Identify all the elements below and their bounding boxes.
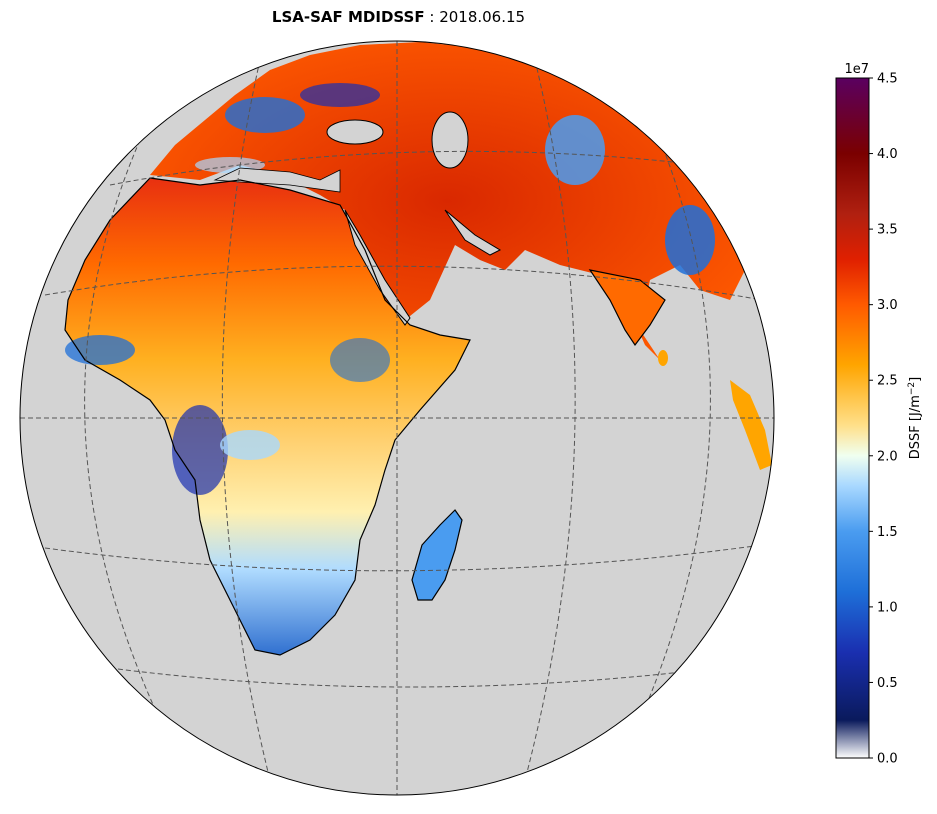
black-sea (326, 119, 384, 145)
cloud-west-africa (65, 335, 135, 365)
sri-lanka (658, 350, 668, 366)
madagascar-coastline (411, 509, 463, 601)
title-date: 2018.06.15 (439, 8, 526, 26)
red-sea (344, 209, 411, 326)
globe-outline (19, 40, 775, 796)
africa-coastline (64, 177, 471, 656)
cloud-central-asia (545, 115, 605, 185)
cloud-ethiopia (330, 338, 390, 382)
colorbar-bar (835, 77, 870, 759)
colorbar-tick-label: 2.0 (877, 449, 898, 464)
caspian-sea (431, 111, 469, 169)
colorbar-tick-label: 3.5 (877, 223, 898, 238)
colorbar-ticks: 0.0 0.5 1.0 1.5 2.0 2.5 3.0 3.5 4.0 4.5 (869, 72, 898, 767)
cloud-east-asia (665, 205, 715, 275)
colorbar: 0.0 0.5 1.0 1.5 2.0 2.5 3.0 3.5 4.0 4.5 1e7 DSSF … (835, 62, 923, 767)
india-coastline (588, 269, 666, 347)
colorbar-tick-label: 4.5 (877, 72, 898, 87)
colorbar-tick-label: 0.5 (877, 676, 898, 691)
southeast-asia (730, 380, 772, 470)
india-landmass (590, 270, 665, 345)
persian-gulf (444, 209, 502, 256)
madagascar (412, 510, 462, 600)
colorbar-tick-label: 1.0 (877, 600, 898, 615)
gridlines (20, 41, 774, 795)
cloud-congo (172, 405, 228, 495)
colorbar-tick-label: 3.0 (877, 298, 898, 313)
colorbar-tick-label: 2.5 (877, 374, 898, 389)
colorbar-label: DSSF [J/m−2] (907, 377, 923, 459)
colorbar-tick-label: 0.0 (877, 752, 898, 767)
globe (19, 40, 775, 796)
colorbar-tick-label: 4.0 (877, 147, 898, 162)
cloud-east-europe (300, 83, 380, 107)
colorbar-offset: 1e7 (844, 62, 869, 77)
title-product: LSA-SAF MDIDSSF (271, 8, 425, 26)
africa-landmass (65, 178, 470, 655)
cloud-europe (225, 97, 305, 133)
colorbar-tick-label: 1.5 (877, 525, 898, 540)
title-separator: : (424, 8, 440, 26)
map-title: LSA-SAF MDIDSSF : 2018.06.15 (0, 8, 797, 26)
cloud-central-africa (220, 430, 280, 460)
